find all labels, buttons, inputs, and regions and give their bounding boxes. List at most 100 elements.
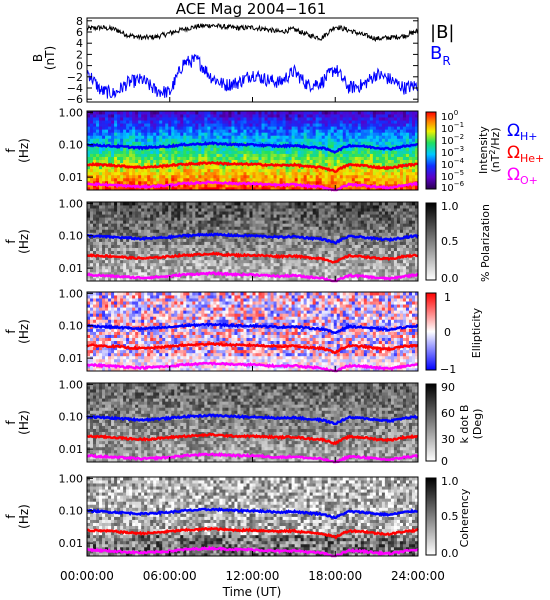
spectrogram-cell bbox=[411, 114, 416, 118]
spectrogram-cell bbox=[186, 247, 190, 252]
spectrogram-cell bbox=[258, 259, 262, 264]
spectrogram-cell bbox=[114, 265, 118, 270]
spectrogram-cell bbox=[315, 268, 320, 273]
spectrogram-cell bbox=[228, 265, 232, 270]
spectrogram-cell bbox=[123, 220, 127, 224]
spectrogram-cell bbox=[204, 256, 208, 261]
spectrogram-cell bbox=[177, 247, 181, 252]
spectrogram-cell bbox=[147, 268, 151, 273]
spectrogram-cell bbox=[249, 244, 253, 248]
spectrogram-cell bbox=[303, 180, 308, 185]
spectrogram-cell bbox=[162, 147, 166, 151]
spectrogram-cell bbox=[198, 186, 202, 191]
spectrogram-cell bbox=[252, 174, 256, 179]
spectrogram-cell bbox=[258, 265, 262, 270]
spectrogram-cell bbox=[117, 126, 121, 130]
spectrogram-cell bbox=[225, 147, 229, 151]
spectrogram-cell bbox=[291, 159, 296, 164]
spectrogram-cell bbox=[147, 123, 151, 127]
spectrogram-cell bbox=[276, 271, 280, 276]
spectrogram-cell bbox=[126, 205, 130, 209]
spectrogram-cell bbox=[327, 180, 332, 185]
spectrogram-cell bbox=[180, 241, 184, 245]
spectrogram-cell bbox=[309, 138, 314, 142]
spectrogram-cell bbox=[117, 214, 121, 218]
spectrogram-cell bbox=[126, 180, 130, 185]
spectrogram-cell bbox=[315, 208, 320, 212]
spectrogram-cell bbox=[108, 129, 112, 133]
spectrogram-cell bbox=[270, 277, 274, 282]
spectrogram-cell bbox=[252, 177, 256, 182]
spectrogram-cell bbox=[270, 262, 274, 267]
spectrogram-cell bbox=[102, 268, 106, 273]
spectrogram-cell bbox=[96, 120, 100, 124]
spectrogram-cell bbox=[225, 265, 229, 270]
spectrogram-cell bbox=[165, 226, 169, 230]
spectrogram-cell bbox=[90, 153, 94, 157]
spectrogram-cell bbox=[261, 274, 265, 279]
spectrogram-cell bbox=[138, 202, 142, 206]
spectrogram-cell bbox=[336, 159, 341, 164]
spectrogram-cell bbox=[177, 223, 181, 227]
spectrogram-cell bbox=[114, 126, 118, 130]
spectrogram-cell bbox=[228, 247, 232, 252]
spectrogram-cell bbox=[180, 129, 184, 133]
spectrogram-cell bbox=[369, 129, 374, 133]
spectrogram-cell bbox=[177, 141, 181, 145]
spectrogram-cell bbox=[360, 186, 365, 191]
spectrogram-cell bbox=[222, 229, 226, 233]
spectrogram-cell bbox=[372, 126, 377, 130]
spectrogram-cell bbox=[87, 211, 91, 215]
spectrogram-cell bbox=[108, 226, 112, 230]
spectrogram-cell bbox=[348, 135, 353, 139]
spectrogram-cell bbox=[222, 183, 226, 188]
spectrogram-cell bbox=[192, 259, 196, 264]
spectrogram-cell bbox=[363, 159, 368, 164]
spectrogram-cell bbox=[387, 156, 392, 161]
spectrogram-cell bbox=[315, 211, 320, 215]
spectrogram-cell bbox=[183, 250, 187, 255]
spectrogram-cell bbox=[213, 135, 217, 139]
spectrogram-cell bbox=[315, 235, 320, 239]
spectrogram-cell bbox=[120, 238, 124, 242]
spectrogram-cell bbox=[141, 117, 145, 121]
spectrogram-cell bbox=[321, 253, 326, 258]
spectrogram-cell bbox=[189, 259, 193, 264]
spectrogram-cell bbox=[366, 177, 371, 182]
spectrogram-cell bbox=[321, 138, 326, 142]
spectrogram-cell bbox=[276, 177, 280, 182]
spectrogram-cell bbox=[186, 226, 190, 230]
spectrogram-cell bbox=[213, 214, 217, 218]
spectrogram-cell bbox=[183, 217, 187, 221]
spectrogram-cell bbox=[282, 132, 286, 136]
spectrogram-cell bbox=[294, 147, 299, 151]
spectrogram-cell bbox=[264, 153, 268, 157]
spectrogram-cell bbox=[180, 156, 184, 161]
spectrogram-cell bbox=[249, 229, 253, 233]
spectrogram-cell bbox=[90, 229, 94, 233]
spectrogram-cell bbox=[351, 111, 356, 115]
spectrogram-cell bbox=[156, 214, 160, 218]
spectrogram-cell bbox=[279, 171, 283, 176]
spectrogram-cell bbox=[312, 129, 317, 133]
spectrogram-cell bbox=[177, 114, 181, 118]
spectrogram-cell bbox=[219, 171, 223, 176]
spectrogram-cell bbox=[180, 238, 184, 242]
spectrogram-cell bbox=[246, 226, 250, 230]
spectrogram-cell bbox=[216, 177, 220, 182]
spectrogram-cell bbox=[273, 111, 277, 115]
spectrogram-cell bbox=[138, 259, 142, 264]
spectrogram-cell bbox=[324, 180, 329, 185]
spectrogram-cell bbox=[285, 241, 290, 245]
spectrogram-cell bbox=[174, 150, 178, 154]
spectrogram-cell bbox=[393, 156, 398, 161]
spectrogram-cell bbox=[330, 162, 335, 167]
spectrogram-cell bbox=[240, 241, 244, 245]
spectrogram-cell bbox=[261, 168, 265, 173]
spectrogram-cell bbox=[279, 186, 283, 191]
spectrogram-cell bbox=[390, 138, 395, 142]
spectrogram-cell bbox=[321, 208, 326, 212]
spectrogram-cell bbox=[126, 244, 130, 248]
spectrogram-cell bbox=[231, 135, 235, 139]
spectrogram-cell bbox=[198, 165, 202, 170]
